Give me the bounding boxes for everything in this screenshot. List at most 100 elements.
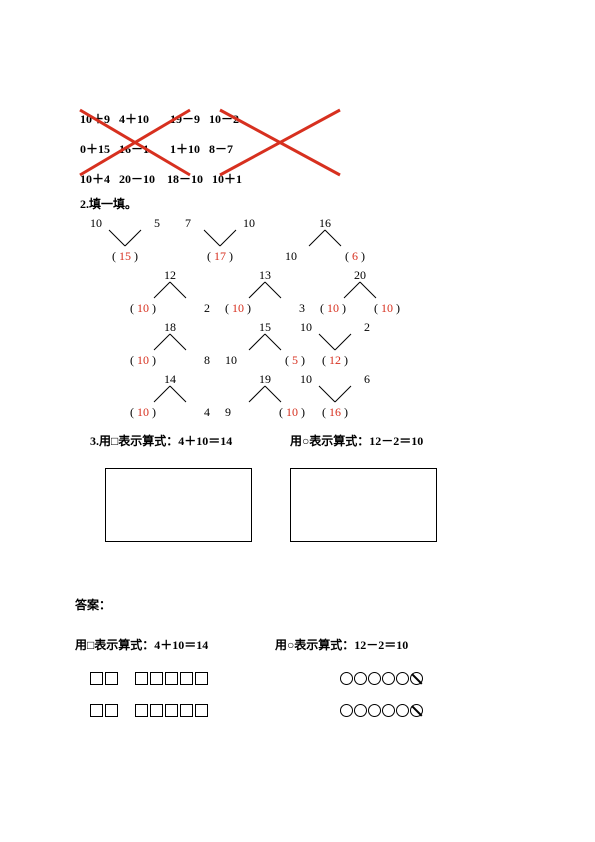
square-icon (180, 704, 193, 717)
eq: 10＋4 (80, 172, 110, 186)
tree-top-left: 10 (300, 320, 312, 335)
tree-branches (148, 384, 192, 404)
q3-circle-label-ans: 用○表示算式：12－2＝10 (275, 636, 408, 653)
tree-branches (313, 384, 357, 404)
tree-bottom-right: 3 (299, 301, 305, 316)
tree-bottom-right: 2 (204, 301, 210, 316)
square-icon (195, 704, 208, 717)
eq: 10－2 (209, 112, 239, 126)
circle-icon (368, 672, 381, 685)
square-icon (135, 672, 148, 685)
number-tree: 7 10 ( 17 ) (180, 216, 260, 264)
tree-bottom: ( 15 ) (112, 249, 138, 264)
tree-branches (303, 228, 347, 248)
tree-bottom-left: ( 10 ) (130, 301, 156, 316)
tree-bottom-left: 10 (225, 353, 237, 368)
number-tree: 13( 10 )3 (225, 268, 305, 316)
answers-header: 答案： (75, 596, 111, 613)
circles-row2 (340, 702, 424, 717)
square-icon (165, 704, 178, 717)
eq: 10＋1 (212, 172, 242, 186)
tree-top-left: 10 (90, 216, 102, 231)
circle-crossed-icon (410, 704, 423, 717)
number-tree: 10 2 ( 12 ) (295, 320, 375, 368)
answer-box-1 (105, 468, 252, 542)
number-tree: 12( 10 )2 (130, 268, 210, 316)
circle-icon (396, 672, 409, 685)
circle-icon (340, 704, 353, 717)
tree-top-right: 10 (243, 216, 255, 231)
number-tree: 10 5 ( 15 ) (85, 216, 165, 264)
circle-icon (382, 704, 395, 717)
tree-top-left: 7 (185, 216, 191, 231)
circle-icon (396, 704, 409, 717)
eq: 0＋15 (80, 142, 110, 156)
eq: 10＋9 (80, 112, 110, 126)
circle-icon (340, 672, 353, 685)
tree-bottom-left: 10 (285, 249, 297, 264)
tree-branches (103, 228, 147, 248)
square-icon (150, 704, 163, 717)
tree-bottom: ( 16 ) (322, 405, 348, 420)
tree-bottom-right: 4 (204, 405, 210, 420)
eq: 16－1 (119, 142, 149, 156)
eq: 19－9 (170, 112, 200, 126)
q3-circle-label: 用○表示算式：12－2＝10 (290, 432, 423, 449)
tree-bottom-right: ( 10 ) (374, 301, 400, 316)
squares-row1 (90, 670, 210, 685)
eq: 1＋10 (170, 142, 200, 156)
tree-top-right: 6 (364, 372, 370, 387)
eq: 20－10 (119, 172, 155, 186)
number-tree: 18( 10 )8 (130, 320, 210, 368)
square-icon (105, 672, 118, 685)
tree-bottom-left: ( 10 ) (130, 353, 156, 368)
tree-branches (198, 228, 242, 248)
number-tree: 1510( 5 ) (225, 320, 305, 368)
tree-bottom: ( 12 ) (322, 353, 348, 368)
tree-top-right: 5 (154, 216, 160, 231)
eq: 8－7 (209, 142, 233, 156)
eq-row2: 0＋15 16－1 1＋10 8－7 (80, 140, 233, 157)
square-icon (135, 704, 148, 717)
number-tree: 10 6 ( 16 ) (295, 372, 375, 420)
number-tree: 20( 10 )( 10 ) (320, 268, 400, 316)
tree-bottom: ( 17 ) (207, 249, 233, 264)
circle-icon (382, 672, 395, 685)
circle-crossed-icon (410, 672, 423, 685)
tree-branches (338, 280, 382, 300)
tree-bottom-left: ( 10 ) (320, 301, 346, 316)
q3-square-label-ans: 用□表示算式：4＋10＝14 (75, 636, 208, 653)
tree-branches (243, 384, 287, 404)
square-icon (105, 704, 118, 717)
page: { "row1": ["10＋9", "4＋10", "19－9", "10－2… (0, 0, 595, 842)
tree-bottom-right: ( 6 ) (345, 249, 365, 264)
q3-square-label: 3.用□表示算式：4＋10＝14 (90, 432, 232, 449)
circles-row1 (340, 670, 424, 685)
square-icon (195, 672, 208, 685)
tree-top-left: 10 (300, 372, 312, 387)
square-icon (90, 704, 103, 717)
circle-icon (354, 672, 367, 685)
circle-icon (354, 704, 367, 717)
number-tree: 14( 10 )4 (130, 372, 210, 420)
tree-bottom-right: 8 (204, 353, 210, 368)
tree-branches (148, 280, 192, 300)
tree-branches (148, 332, 192, 352)
tree-branches (243, 332, 287, 352)
eq-row3: 10＋4 20－10 18－10 10＋1 (80, 170, 242, 187)
tree-top-right: 2 (364, 320, 370, 335)
section-2-header: 2.填一填。 (80, 195, 137, 212)
tree-bottom-left: ( 10 ) (225, 301, 251, 316)
tree-branches (243, 280, 287, 300)
number-tree: 1610( 6 ) (285, 216, 365, 264)
answer-box-2 (290, 468, 437, 542)
circle-icon (368, 704, 381, 717)
square-icon (90, 672, 103, 685)
number-tree: 199( 10 ) (225, 372, 305, 420)
tree-branches (313, 332, 357, 352)
squares-row2 (90, 702, 210, 717)
square-icon (165, 672, 178, 685)
tree-bottom-left: ( 10 ) (130, 405, 156, 420)
square-icon (150, 672, 163, 685)
square-icon (180, 672, 193, 685)
